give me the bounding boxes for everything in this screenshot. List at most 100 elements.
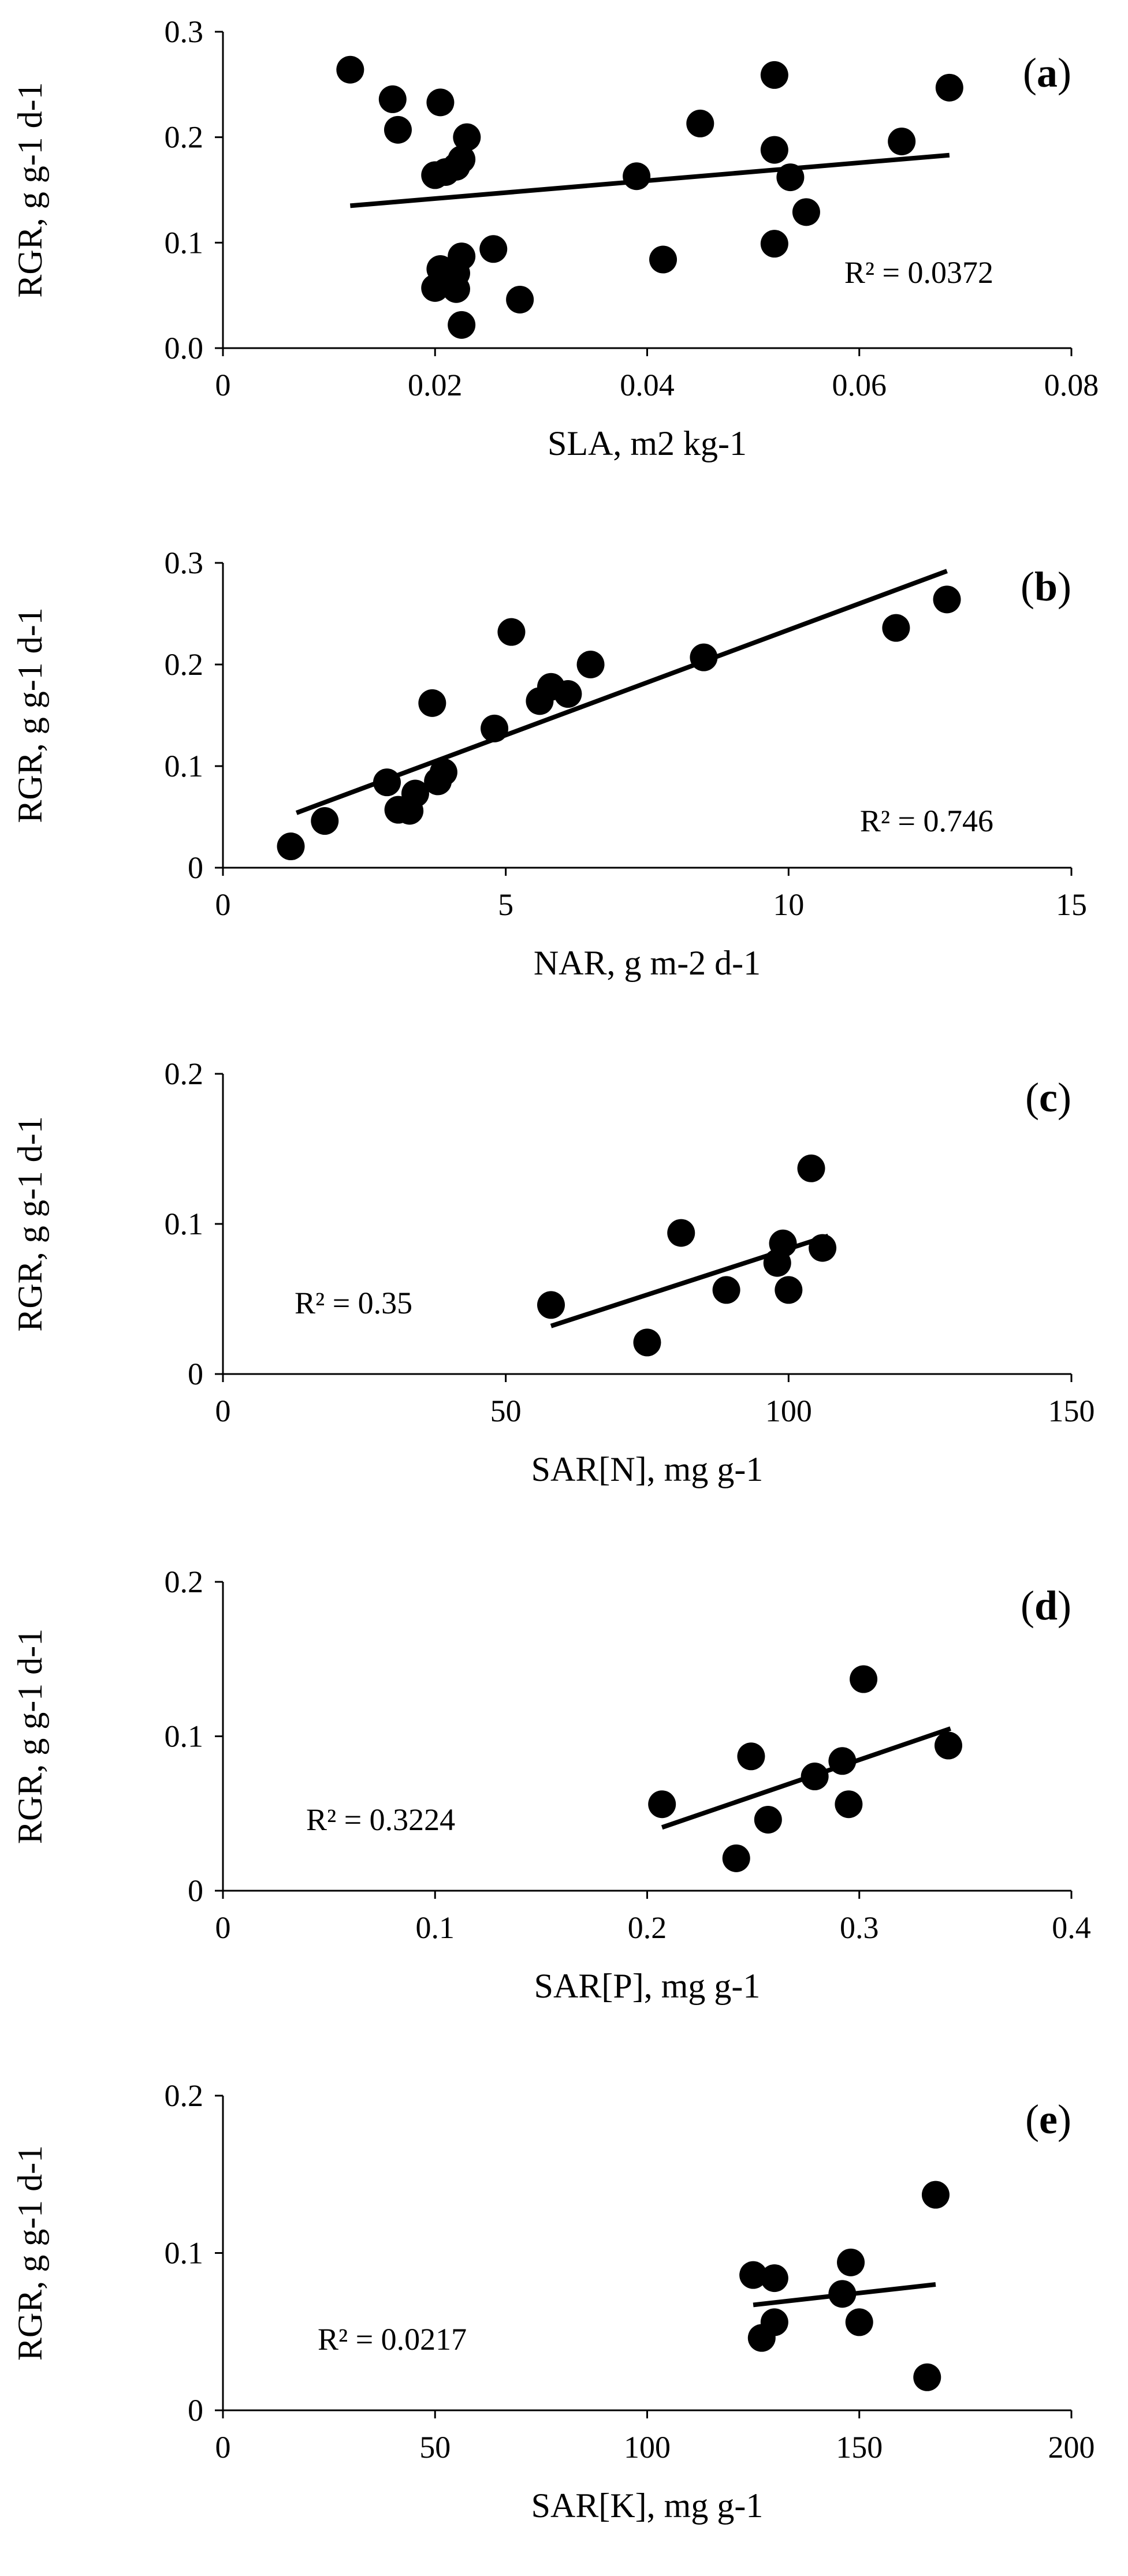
data-point (576, 651, 605, 678)
panel-label: (e) (1025, 2096, 1071, 2142)
data-point (760, 136, 788, 164)
x-tick-label: 0.04 (620, 368, 675, 402)
panel-label: (a) (1023, 50, 1071, 96)
data-point (760, 2308, 788, 2336)
data-point (311, 807, 339, 835)
data-point (769, 1229, 797, 1257)
y-tick-label: 0.0 (165, 331, 204, 365)
data-point (649, 245, 677, 274)
data-point (448, 145, 476, 174)
data-point (837, 2248, 865, 2276)
y-axis-label: RGR, g g-1 d-1 (11, 607, 49, 823)
data-point (913, 2363, 941, 2391)
y-tick-label: 0.1 (165, 1207, 204, 1241)
data-point (426, 88, 455, 117)
data-point (934, 1731, 962, 1760)
panel-c: 0 0.1 0.2 0 50 100 150 R² = 0.35 (c) RGR, g g-1 d… (11, 1056, 1095, 1488)
data-point (739, 2261, 768, 2289)
data-point (453, 123, 481, 151)
r-squared-label: R² = 0.35 (295, 1286, 412, 1320)
panel-b: 0 0.1 0.2 0.3 0 5 10 15 R² = 0.746 (b) RGR, g g-1 … (11, 546, 1087, 982)
data-point (537, 1291, 565, 1319)
y-tick-label: 0.3 (165, 546, 204, 580)
panel-e: 0 0.1 0.2 0 50 100 150 200 R² = 0.0217 (e) RGR, g … (11, 2078, 1095, 2525)
data-point (809, 1234, 837, 1262)
x-tick-label: 0.08 (1044, 368, 1099, 402)
data-point (336, 55, 364, 84)
x-tick-label: 0.3 (840, 1910, 879, 1945)
x-axis-label: SAR[K], mg g-1 (531, 2487, 764, 2525)
data-point (384, 115, 412, 144)
panel-label: (c) (1025, 1074, 1071, 1121)
y-tick-label: 0.1 (165, 2236, 204, 2271)
data-point (623, 162, 651, 191)
y-tick-label: 0 (188, 850, 203, 885)
y-axis-label: RGR, g g-1 d-1 (11, 82, 49, 297)
x-tick-label: 0 (215, 368, 231, 402)
data-point (760, 230, 788, 258)
x-tick-label: 50 (419, 2430, 451, 2465)
x-tick-label: 100 (624, 2430, 671, 2465)
y-tick-label: 0 (188, 1357, 203, 1391)
x-tick-label: 50 (490, 1394, 522, 1428)
data-point (648, 1790, 676, 1819)
x-tick-label: 15 (1056, 887, 1087, 922)
data-point (633, 1328, 661, 1357)
data-point (935, 73, 963, 102)
trendline (350, 152, 950, 208)
y-tick-label: 0.1 (165, 225, 204, 260)
data-point (828, 1747, 857, 1775)
data-point (448, 311, 476, 339)
data-point (737, 1742, 765, 1771)
y-axis-label: RGR, g g-1 d-1 (11, 2145, 49, 2361)
y-tick-label: 0.2 (165, 120, 204, 155)
data-point (797, 1154, 825, 1182)
data-point (850, 1665, 878, 1693)
data-point (776, 163, 805, 192)
data-point (760, 61, 788, 89)
data-point (775, 1276, 803, 1304)
panel-a: 0.0 0.1 0.2 0.3 0 0.02 0.04 0.06 0.08 R² = 0.0372… (11, 14, 1099, 462)
data-point (722, 1844, 750, 1872)
data-point (760, 2264, 788, 2293)
y-tick-label: 0 (188, 1873, 203, 1908)
x-tick-label: 0.2 (628, 1910, 667, 1945)
data-point (888, 127, 916, 155)
data-point (506, 285, 534, 313)
data-point (378, 85, 407, 113)
x-axis-label: SAR[P], mg g-1 (534, 1967, 761, 2005)
panel-d: 0 0.1 0.2 0 0.1 0.2 0.3 0.4 R² = 0.3224 (d) RGR, g… (11, 1565, 1091, 2005)
x-tick-label: 5 (498, 887, 513, 922)
y-tick-label: 0.3 (165, 14, 204, 49)
trendline (295, 569, 948, 815)
data-point (686, 109, 714, 137)
data-point (845, 2308, 873, 2336)
y-axis-label: RGR, g g-1 d-1 (11, 1116, 49, 1331)
r-squared-label: R² = 0.0372 (844, 255, 993, 290)
y-tick-label: 0.2 (165, 1565, 204, 1599)
data-point (421, 274, 449, 302)
data-point (429, 758, 457, 786)
x-tick-label: 0.4 (1052, 1910, 1091, 1945)
data-point (792, 198, 820, 226)
data-point (882, 614, 910, 642)
data-point (448, 242, 476, 271)
x-tick-label: 150 (836, 2430, 883, 2465)
data-point (497, 618, 526, 646)
y-tick-label: 0 (188, 2393, 203, 2428)
data-point (801, 1763, 829, 1791)
panel-label: (d) (1021, 1582, 1071, 1629)
x-tick-label: 100 (765, 1394, 812, 1428)
x-axis-label: SAR[N], mg g-1 (531, 1450, 764, 1488)
data-point (921, 2181, 950, 2209)
x-tick-label: 0.06 (832, 368, 887, 402)
data-point (554, 680, 582, 708)
data-point (667, 1219, 695, 1247)
panel-label: (b) (1021, 563, 1071, 610)
y-tick-label: 0.1 (165, 1719, 204, 1754)
r-squared-label: R² = 0.746 (860, 804, 993, 838)
data-point (712, 1276, 740, 1304)
y-tick-label: 0.2 (165, 1056, 204, 1091)
data-point (277, 832, 305, 861)
